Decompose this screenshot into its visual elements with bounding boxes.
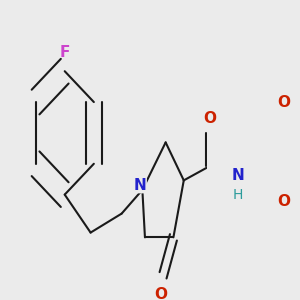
Text: F: F <box>59 45 70 60</box>
Text: O: O <box>203 111 216 126</box>
Text: N: N <box>232 168 244 183</box>
Text: O: O <box>154 287 167 300</box>
Text: N: N <box>134 178 146 193</box>
Text: O: O <box>278 194 290 209</box>
Text: H: H <box>233 188 243 202</box>
Text: O: O <box>278 94 290 110</box>
